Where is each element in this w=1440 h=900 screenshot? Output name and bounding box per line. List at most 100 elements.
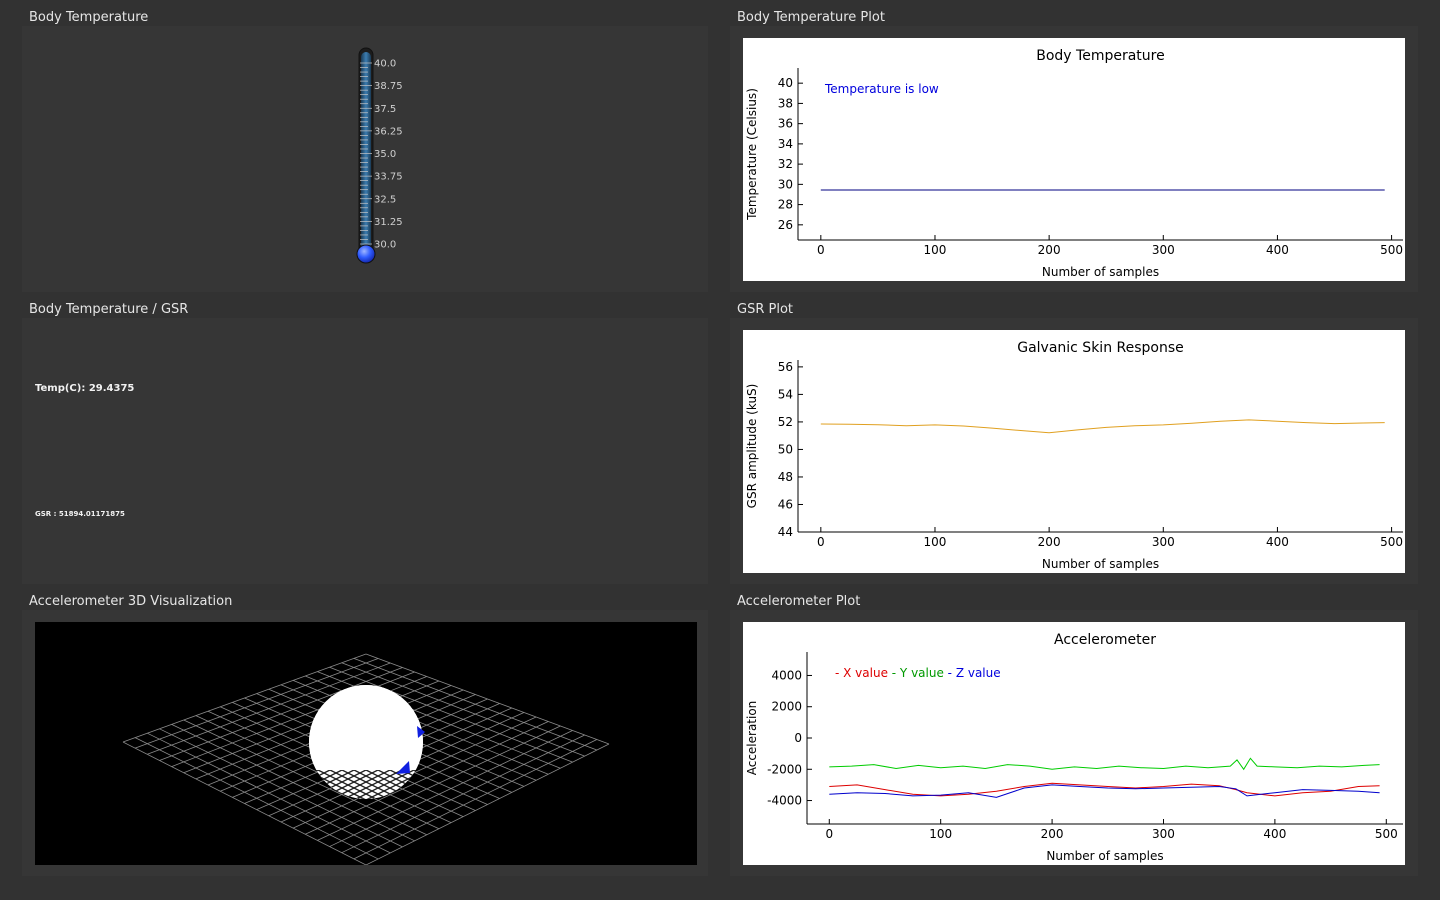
x-axis-label: Number of samples	[1046, 849, 1163, 863]
panel-title-body-temperature-plot: Body Temperature Plot	[737, 10, 885, 25]
accelerometer-chart: Accelerometer 0 100 200 300 400 500 -4000 -2000 0…	[743, 622, 1405, 865]
thermometer-gauge: 40.0 38.75 37.5 36.25 35.0 33.75 32.5 31.25 30.0	[356, 47, 403, 264]
x-tick-label: 100	[924, 535, 947, 549]
body-temperature-chart: Body Temperature 0 100 200 300 400 500 26 28 30 32…	[743, 38, 1405, 281]
series-line	[829, 782, 1380, 797]
thermometer-tick-label: 35.0	[374, 149, 396, 160]
x-tick-label: 200	[1038, 535, 1061, 549]
y-tick-label: 38	[778, 96, 793, 110]
y-tick-label: 40	[778, 76, 793, 90]
x-tick-label: 500	[1380, 243, 1403, 257]
y-tick-label: 52	[778, 415, 793, 429]
x-tick-label: 400	[1266, 243, 1289, 257]
thermometer-labels: 40.0 38.75 37.5 36.25 35.0 33.75 32.5 31.25 30.0	[374, 59, 403, 251]
series-line	[829, 757, 1380, 771]
grid-line	[317, 725, 561, 841]
chart-title: Body Temperature	[1036, 48, 1164, 64]
thermometer-tube	[361, 52, 371, 252]
grid-line	[353, 739, 598, 860]
grid-line	[134, 737, 379, 860]
x-tick-label: 500	[1375, 827, 1398, 841]
x-tick-label: 400	[1266, 535, 1289, 549]
x-axis-label: Number of samples	[1042, 265, 1159, 279]
grid-line	[329, 730, 573, 847]
y-tick-label: 46	[778, 497, 793, 511]
sphere-highlight	[309, 685, 423, 770]
y-tick-label: 26	[778, 218, 793, 232]
thermometer-bulb	[356, 244, 376, 264]
y-tick-label: -4000	[767, 794, 802, 808]
grid-line	[292, 716, 537, 829]
thermometer-tick-label: 40.0	[374, 59, 396, 70]
series-line	[829, 784, 1380, 798]
panel-title-gsr-plot: GSR Plot	[737, 302, 793, 317]
sphere-grid-line	[434, 762, 514, 802]
gsr-readout: GSR : 51894.01171875	[35, 510, 125, 518]
thermometer-tick-label: 36.25	[374, 126, 403, 137]
grid-line	[147, 732, 391, 854]
x-tick-label: 300	[1152, 243, 1175, 257]
thermometer-tick-label: 37.5	[374, 104, 396, 115]
thermometer-tick-label: 38.75	[374, 81, 403, 92]
sphere-grid-line	[361, 761, 423, 799]
grid-line	[195, 715, 440, 830]
legend-entry: - X value	[835, 666, 892, 680]
y-tick-label: 54	[778, 387, 793, 401]
thermometer-scale	[360, 62, 372, 245]
temperature-readout: Temp(C): 29.4375	[35, 383, 135, 394]
body-temperature-chart-svg: Body Temperature 0 100 200 300 400 500 26 28 30 32…	[745, 48, 1403, 279]
panel-title-accelerometer-plot: Accelerometer Plot	[737, 594, 861, 609]
direction-marker-upper	[417, 726, 425, 738]
thermometer-tick-label: 30.0	[374, 240, 396, 251]
x-tick-label: 400	[1263, 827, 1286, 841]
sphere-grid-line	[409, 761, 423, 799]
chart-title: Galvanic Skin Response	[1017, 340, 1184, 356]
x-axis-label: Number of samples	[1042, 557, 1159, 571]
y-axis-label: GSR amplitude (kuS)	[745, 384, 759, 509]
y-tick-label: 30	[778, 177, 793, 191]
panel-title-temp-gsr: Body Temperature / GSR	[29, 302, 189, 317]
direction-marker-lower	[396, 761, 410, 774]
x-tick-label: 200	[1041, 827, 1064, 841]
y-tick-label: 36	[778, 117, 793, 131]
thermometer-tick-label: 33.75	[374, 172, 403, 183]
y-tick-label: 48	[778, 470, 793, 484]
x-tick-label: 100	[924, 243, 947, 257]
y-axis-label: Temperature (Celsius)	[745, 88, 759, 221]
y-tick-label: 50	[778, 442, 793, 456]
y-tick-label: 4000	[771, 668, 802, 682]
sphere-grid-line	[409, 761, 423, 799]
y-tick-label: 28	[778, 198, 793, 212]
gsr-chart-svg: Galvanic Skin Response 0 100 200 300 400 500 44…	[745, 340, 1403, 571]
y-tick-label: 32	[778, 157, 793, 171]
y-tick-label: 44	[778, 525, 793, 539]
grid-line	[365, 743, 610, 866]
accelerometer-3d-view[interactable]	[35, 622, 697, 866]
sphere-grid-line	[309, 761, 323, 799]
legend-entry: - Z value	[948, 666, 1001, 680]
thermometer-tick-label: 31.25	[374, 217, 403, 228]
gsr-chart: Galvanic Skin Response 0 100 200 300 400 500 44…	[743, 330, 1405, 573]
grid-line	[183, 719, 427, 836]
grid-line	[159, 728, 403, 848]
grid-line	[122, 741, 367, 866]
x-tick-label: 200	[1038, 243, 1061, 257]
series-line	[820, 419, 1385, 434]
y-tick-label: 56	[778, 360, 793, 374]
accelerometer-chart-svg: Accelerometer 0 100 200 300 400 500 -4000 -2000 0…	[745, 632, 1403, 863]
grid-line	[305, 721, 549, 835]
y-tick-label: 34	[778, 137, 793, 151]
x-tick-label: 500	[1380, 535, 1403, 549]
x-tick-label: 0	[817, 243, 825, 257]
sphere-grid-line	[434, 762, 514, 802]
x-tick-label: 0	[825, 827, 833, 841]
chart-title: Accelerometer	[1054, 632, 1156, 648]
y-tick-label: 0	[794, 731, 802, 745]
x-tick-label: 300	[1152, 827, 1175, 841]
legend-entry: - Y value	[892, 666, 948, 680]
y-tick-label: 2000	[771, 700, 802, 714]
panel-title-body-temperature: Body Temperature	[29, 10, 149, 25]
x-tick-label: 100	[929, 827, 952, 841]
panel-title-accelerometer-3d: Accelerometer 3D Visualization	[29, 594, 233, 609]
temp-gsr-panel	[22, 318, 708, 584]
